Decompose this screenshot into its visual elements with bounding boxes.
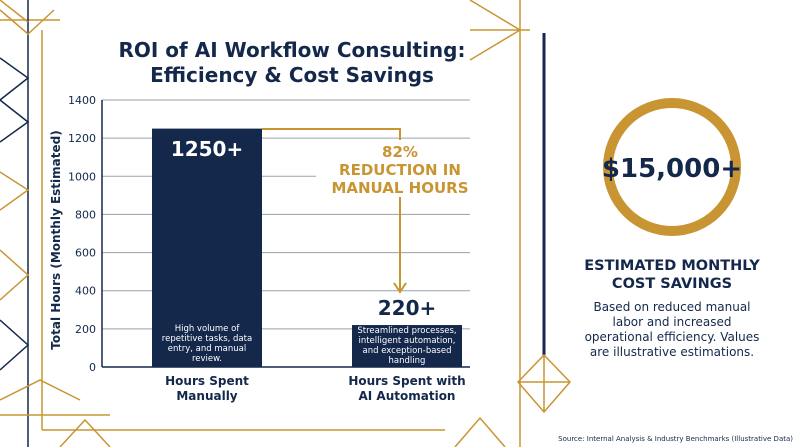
bar-description-line: handling: [389, 356, 426, 366]
bar-ai-automation: [352, 325, 462, 367]
annotation-percent: 82%: [382, 143, 418, 161]
savings-heading-line1: ESTIMATED MONTHLY: [584, 258, 760, 274]
y-tick-labels: 0 200 400 600 800 1000 1200 1400: [68, 94, 96, 374]
savings-heading-line2: COST SAVINGS: [612, 276, 732, 292]
y-axis-label: Total Hours (Monthly Estimated): [49, 130, 63, 349]
source-note: Source: Internal Analysis & Industry Ben…: [558, 435, 793, 443]
chart-title-line1: ROI of AI Workflow Consulting:: [119, 38, 466, 62]
y-tick-label: 0: [89, 361, 96, 374]
bars: [152, 128, 462, 367]
savings-description-line: operational efficiency. Values: [585, 330, 760, 344]
bar-description-line: High volume of: [175, 324, 241, 334]
bar-description-ai: Streamlined processes, intelligent autom…: [357, 326, 456, 366]
annotation-line2: REDUCTION IN: [339, 161, 461, 179]
y-tick-label: 400: [75, 285, 96, 298]
diamond-ornament: [516, 353, 572, 414]
y-tick-label: 200: [75, 323, 96, 336]
savings-description-line: labor and increased: [613, 315, 732, 329]
decorative-frame-right: [454, 0, 530, 447]
decorative-frame-left: [0, 0, 111, 447]
y-tick-label: 1400: [68, 94, 96, 107]
bar-description-line: entry, and manual: [168, 344, 246, 354]
bar-description-manual: High volume of repetitive tasks, data en…: [162, 324, 252, 364]
x-category-label-ai: AI Automation: [359, 389, 456, 403]
y-tick-label: 600: [75, 247, 96, 260]
chart-frame: [41, 30, 445, 431]
y-tick-label: 1200: [68, 132, 96, 145]
annotation-line3: MANUAL HOURS: [331, 179, 468, 197]
y-tick-label: 800: [75, 208, 96, 221]
bar-description-line: intelligent automation,: [358, 336, 455, 346]
bar-value-label-manual: 1250+: [171, 137, 243, 161]
x-category-label-ai: Hours Spent with: [348, 374, 465, 388]
savings-ring: [603, 98, 741, 236]
savings-description-line: are illustrative estimations.: [590, 345, 754, 359]
savings-description-line: Based on reduced manual: [593, 300, 750, 314]
bar-description-line: Streamlined processes,: [357, 326, 456, 336]
reduction-arrow: [262, 128, 407, 294]
x-category-label-manual: Manually: [176, 389, 237, 403]
bar-description-line: repetitive tasks, data: [162, 334, 252, 344]
bar-value-label-ai: 220+: [378, 296, 437, 320]
x-category-label-manual: Hours Spent: [165, 374, 249, 388]
bar-description-line: and exception-based: [363, 346, 452, 356]
chart-title-line2: Efficiency & Cost Savings: [150, 63, 434, 87]
bar-manual: [152, 128, 262, 367]
y-tick-label: 1000: [68, 170, 96, 183]
savings-amount: $15,000+: [602, 154, 742, 184]
savings-description: Based on reduced manual labor and increa…: [585, 300, 760, 359]
bar-description-line: review.: [192, 354, 222, 364]
annotation-backdrop: [316, 140, 484, 197]
